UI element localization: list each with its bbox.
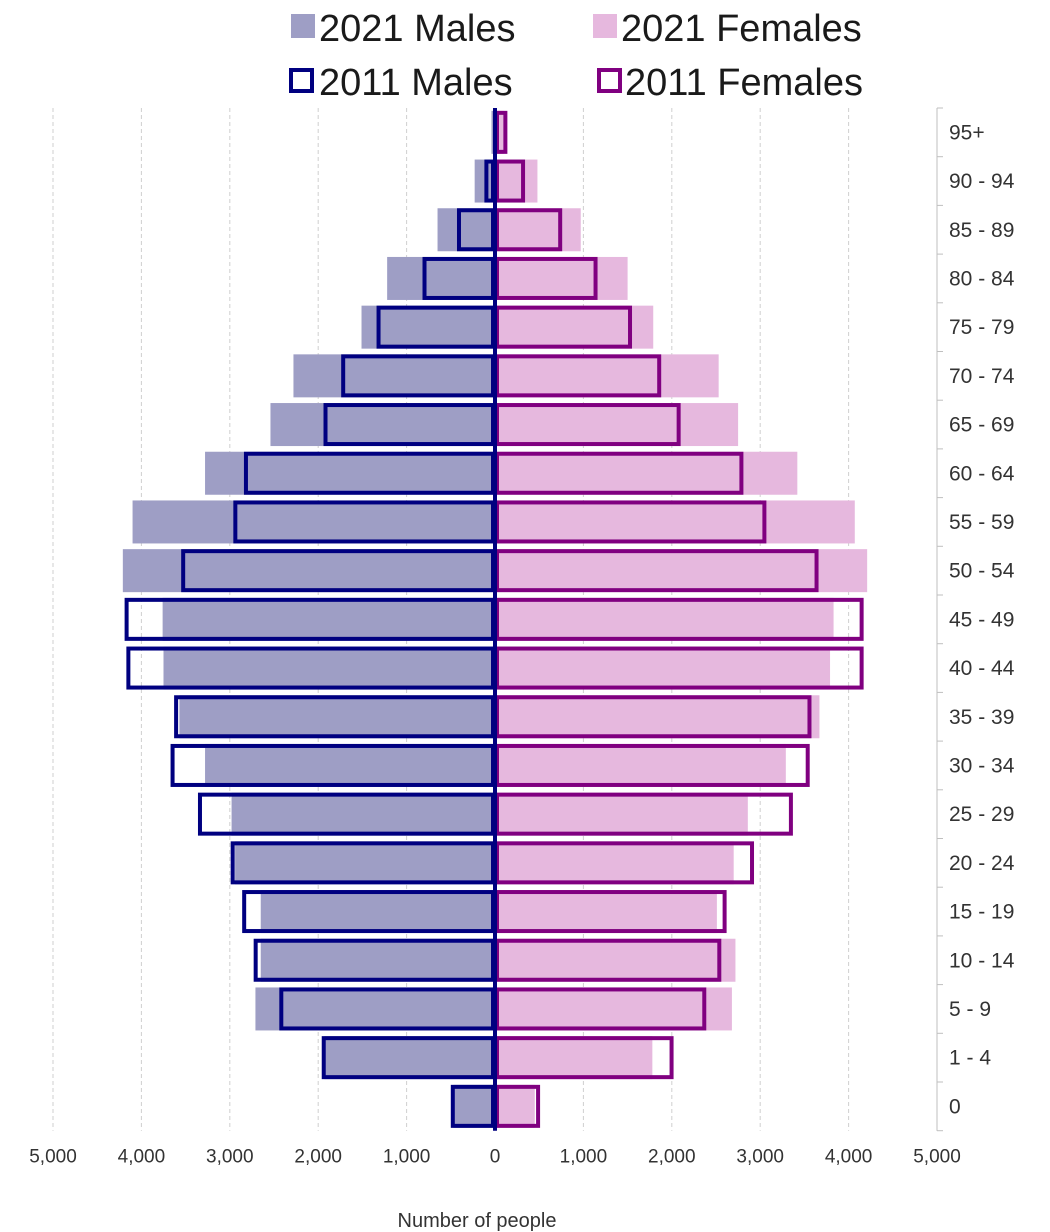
x-tick-label: 2,000 bbox=[294, 1147, 342, 1168]
legend-label: 2011 Females bbox=[625, 62, 863, 104]
age-group-label: 85 - 89 bbox=[949, 219, 1014, 242]
age-group-label: 15 - 19 bbox=[949, 901, 1014, 924]
legend-swatch bbox=[597, 68, 622, 93]
legend-swatch bbox=[289, 68, 314, 93]
bars-2021 bbox=[122, 110, 868, 1128]
bar-2021-males bbox=[437, 208, 495, 252]
x-tick-label: 3,000 bbox=[206, 1147, 254, 1168]
bar-2021-males bbox=[453, 1084, 495, 1128]
bar-2021-females bbox=[495, 403, 739, 447]
bar-2021-males bbox=[205, 743, 495, 787]
bar-2021-females bbox=[495, 938, 736, 982]
legend: 2021 Males 2021 Females 2011 Males 2011 Fem… bbox=[289, 8, 863, 104]
age-group-label: 75 - 79 bbox=[949, 316, 1014, 339]
legend-label: 2011 Males bbox=[319, 62, 513, 104]
age-group-label: 0 bbox=[949, 1095, 961, 1118]
bar-2021-males bbox=[162, 597, 495, 641]
bar-2021-females bbox=[495, 743, 786, 787]
age-group-label: 5 - 9 bbox=[949, 998, 991, 1021]
x-tick-label: 1,000 bbox=[383, 1147, 431, 1168]
legend-label: 2021 Females bbox=[621, 8, 862, 50]
bar-2021-females bbox=[495, 695, 820, 739]
x-tick-label: 4,000 bbox=[825, 1147, 873, 1168]
age-group-label: 50 - 54 bbox=[949, 560, 1015, 583]
bar-2021-females bbox=[495, 890, 717, 934]
bar-2021-males bbox=[260, 890, 495, 934]
bar-2021-females bbox=[495, 841, 734, 885]
age-group-label: 60 - 64 bbox=[949, 462, 1015, 485]
age-group-label: 30 - 34 bbox=[949, 754, 1015, 777]
bar-2021-females bbox=[495, 256, 628, 300]
age-group-label: 25 - 29 bbox=[949, 803, 1014, 826]
legend-swatch bbox=[291, 14, 315, 38]
bar-2021-males bbox=[235, 841, 495, 885]
bar-2021-males bbox=[122, 549, 495, 593]
bar-2021-males bbox=[270, 403, 495, 447]
bar-2021-females bbox=[495, 354, 719, 398]
x-axis-title: Number of people bbox=[398, 1210, 557, 1232]
age-group-label: 80 - 84 bbox=[949, 267, 1015, 290]
age-group-label: 90 - 94 bbox=[949, 170, 1015, 193]
x-tick-label: 4,000 bbox=[118, 1147, 166, 1168]
bar-2021-females bbox=[495, 1036, 653, 1080]
age-group-label: 65 - 69 bbox=[949, 414, 1014, 437]
bar-2021-females bbox=[495, 987, 732, 1031]
age-group-label: 10 - 14 bbox=[949, 949, 1015, 972]
age-group-label: 55 - 59 bbox=[949, 511, 1014, 534]
legend-swatch bbox=[593, 14, 617, 38]
bar-2021-females bbox=[495, 159, 538, 203]
bar-2021-males bbox=[293, 354, 495, 398]
bar-2021-males bbox=[132, 500, 495, 544]
age-group-label: 1 - 4 bbox=[949, 1047, 991, 1070]
age-group-label: 95+ bbox=[949, 121, 985, 144]
axes: 5,000 4,000 3,000 2,000 1,000 0 1,000 2,000 3,00… bbox=[29, 107, 1015, 1168]
x-tick-label: 5,000 bbox=[913, 1147, 961, 1168]
bar-2021-females bbox=[495, 1084, 535, 1128]
x-tick-label: 5,000 bbox=[29, 1147, 77, 1168]
bar-2021-females bbox=[495, 208, 581, 252]
x-tick-label: 1,000 bbox=[560, 1147, 608, 1168]
age-group-label: 40 - 44 bbox=[949, 657, 1015, 680]
bar-2021-females bbox=[495, 110, 504, 154]
bar-2021-females bbox=[495, 597, 834, 641]
bar-2021-males bbox=[361, 305, 495, 349]
bar-2021-females bbox=[495, 646, 831, 690]
x-tick-label: 2,000 bbox=[648, 1147, 696, 1168]
age-group-label: 70 - 74 bbox=[949, 365, 1015, 388]
bar-2021-females bbox=[495, 792, 748, 836]
bar-2021-males bbox=[260, 938, 495, 982]
bar-2021-males bbox=[163, 646, 495, 690]
age-group-label: 45 - 49 bbox=[949, 608, 1014, 631]
age-group-label: 20 - 24 bbox=[949, 852, 1015, 875]
bar-2021-males bbox=[231, 792, 495, 836]
bar-2021-males bbox=[387, 256, 495, 300]
x-tick-label: 0 bbox=[490, 1147, 501, 1168]
bar-2021-females bbox=[495, 451, 798, 495]
bar-2021-males bbox=[205, 451, 495, 495]
bar-2021-males bbox=[255, 987, 495, 1031]
bar-2021-males bbox=[324, 1036, 495, 1080]
bar-2021-females bbox=[495, 305, 654, 349]
x-tick-label: 3,000 bbox=[736, 1147, 784, 1168]
bar-2021-males bbox=[179, 695, 496, 739]
bar-2021-females bbox=[495, 549, 868, 593]
age-group-label: 35 - 39 bbox=[949, 706, 1014, 729]
legend-label: 2021 Males bbox=[319, 8, 515, 50]
bar-2021-females bbox=[495, 500, 855, 544]
